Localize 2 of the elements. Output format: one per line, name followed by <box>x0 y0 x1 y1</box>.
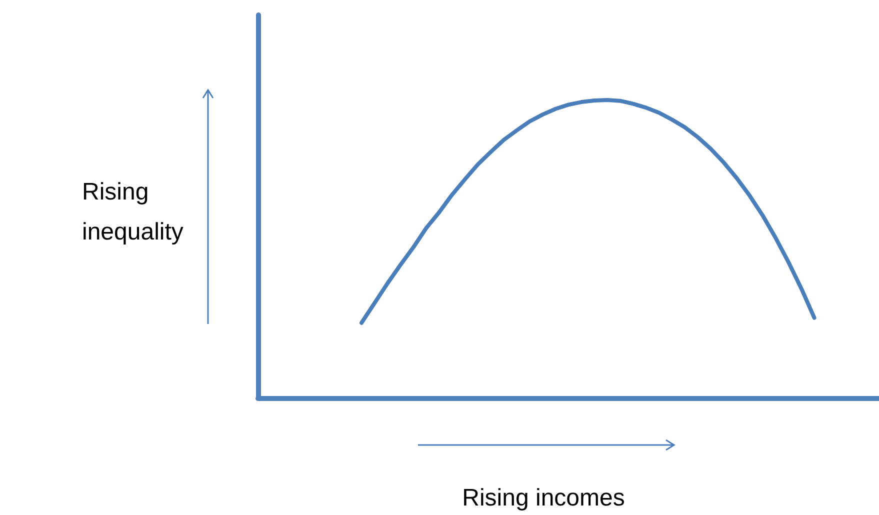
x-axis-title: Rising incomes <box>462 484 625 512</box>
y-axis-title: Rising inequality <box>82 178 184 246</box>
